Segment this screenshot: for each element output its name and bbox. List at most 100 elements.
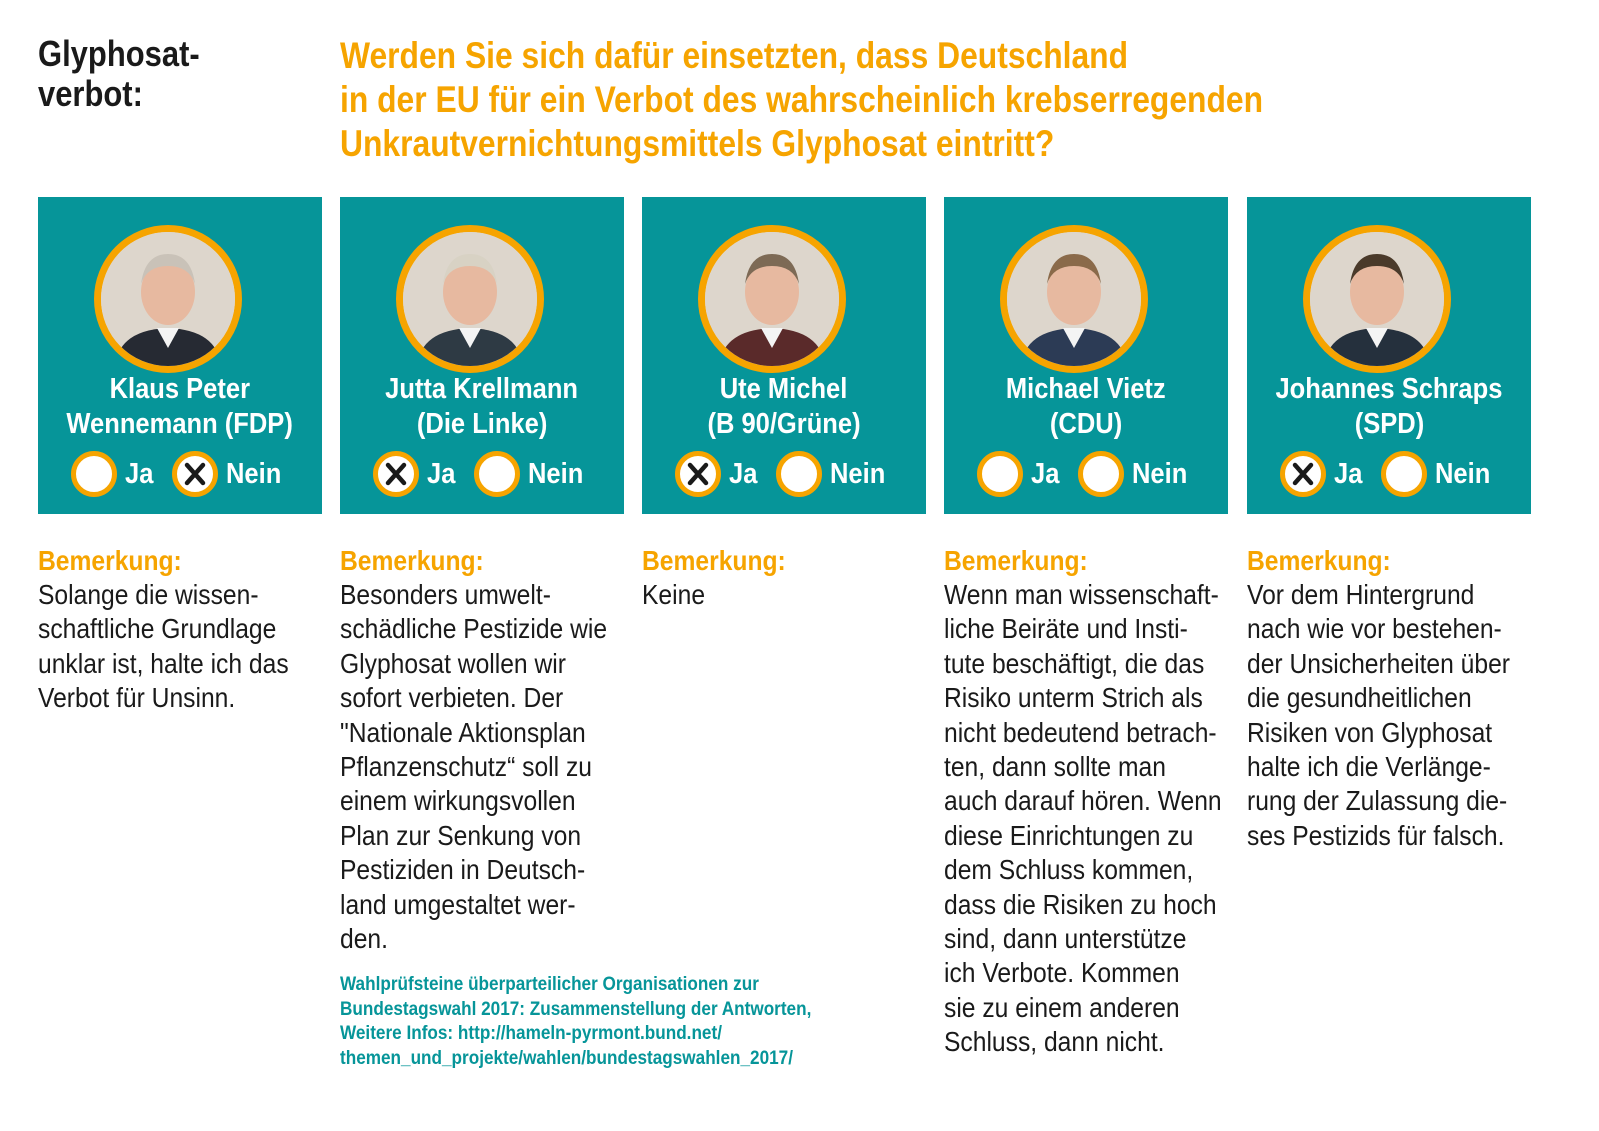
person-icon — [1310, 232, 1444, 366]
remark-label: Bemerkung: — [340, 545, 484, 576]
remark-line: Pestiziden in Deutsch- — [340, 854, 586, 886]
question-line: Unkrautvernichtungsmittels Glyphosat ein… — [340, 123, 1055, 164]
answer-no[interactable]: Nein — [1380, 451, 1498, 497]
remark-label: Bemerkung: — [944, 545, 1088, 576]
remark-line: sind, dann unterstütze — [944, 923, 1187, 955]
remark-line: ten, dann sollte man — [944, 751, 1166, 783]
remark-line: Vor dem Hintergrund — [1247, 579, 1475, 610]
answer-no[interactable]: Nein — [171, 451, 289, 497]
question-heading: Werden Sie sich dafür einsetzten, dass D… — [340, 34, 1389, 166]
candidate-name-line: Klaus Peter — [109, 373, 251, 405]
remark-line: die gesundheitlichen — [1247, 682, 1472, 714]
checkbox-no[interactable] — [171, 451, 218, 497]
candidate-name-line: (B 90/Grüne) — [707, 408, 861, 440]
candidate-name-line: (Die Linke) — [416, 408, 548, 440]
remark-text: Solange die wissen-schaftliche Grundlage… — [38, 578, 328, 716]
remark-line: der Unsicherheiten über — [1247, 647, 1510, 679]
remark-line: diese Einrichtungen zu — [944, 819, 1194, 851]
remark-line: auch darauf hören. Wenn — [944, 785, 1222, 817]
x-mark-icon — [184, 462, 205, 486]
answer-options: Ja Nein — [642, 451, 926, 497]
remark-line: Keine — [642, 579, 706, 610]
remark-line: Risiken von Glyphosat — [1247, 716, 1493, 748]
checkbox-yes[interactable] — [977, 451, 1024, 497]
remark-line: schaftliche Grundlage — [38, 613, 277, 645]
checkbox-no[interactable] — [1077, 451, 1124, 497]
answer-yes[interactable]: Ja — [71, 451, 157, 497]
remark-label: Bemerkung: — [38, 545, 182, 576]
remark-line: liche Beiräte und Insti- — [944, 613, 1188, 645]
remark-line: den. — [340, 923, 388, 955]
x-mark-icon — [688, 462, 709, 486]
remark-line: nicht bedeutend betrach- — [944, 716, 1217, 748]
remark-line: dem Schluss kommen, — [944, 854, 1194, 886]
answer-yes-label: Ja — [729, 457, 758, 490]
answer-no[interactable]: Nein — [1077, 451, 1195, 497]
remark-line: land umgestaltet wer- — [340, 888, 576, 920]
candidate-photo — [396, 225, 544, 373]
remark-line: sie zu einem anderen — [944, 991, 1180, 1023]
remark-line: nach wie vor bestehen- — [1247, 613, 1502, 645]
remark-line: Besonders umwelt- — [340, 579, 551, 610]
topic-line: Glyphosat- — [38, 33, 200, 74]
answer-yes[interactable]: Ja — [373, 451, 459, 497]
answer-options: Ja Nein — [340, 451, 624, 497]
remark-line: Schluss, dann nicht. — [944, 1026, 1165, 1058]
x-mark-icon — [386, 462, 407, 486]
candidate-name-line: Michael Vietz — [1006, 373, 1166, 405]
remark-block: Bemerkung: Vor dem Hintergrund nach wie v… — [1247, 544, 1537, 853]
remark-text: Wenn man wissenschaft-liche Beiräte und … — [944, 578, 1234, 1060]
answer-options: Ja Nein — [38, 451, 322, 497]
answer-no-label: Nein — [1131, 457, 1188, 490]
answer-no-label: Nein — [225, 457, 282, 490]
answer-no[interactable]: Nein — [775, 451, 893, 497]
candidate-name-line: Ute Michel — [720, 373, 848, 405]
checkbox-yes[interactable] — [71, 451, 118, 497]
person-icon — [705, 232, 839, 366]
question-line: in der EU für ein Verbot des wahrscheinl… — [340, 79, 1264, 120]
checkbox-no[interactable] — [473, 451, 520, 497]
source-line: Bundestagswahl 2017: Zusammenstellung de… — [340, 997, 812, 1020]
candidate-name: Michael Vietz (CDU) — [944, 372, 1228, 442]
answer-no-label: Nein — [527, 457, 584, 490]
candidate-photo — [94, 225, 242, 373]
remark-line: "Nationale Aktionsplan — [340, 716, 586, 748]
remark-line: sofort verbieten. Der — [340, 682, 564, 714]
answer-yes[interactable]: Ja — [977, 451, 1063, 497]
remark-text: Vor dem Hintergrund nach wie vor bestehen… — [1247, 578, 1537, 853]
candidate-name: Johannes Schraps (SPD) — [1247, 372, 1531, 442]
remark-block: Bemerkung: Wenn man wissenschaft-liche B… — [944, 544, 1234, 1060]
answer-no-label: Nein — [829, 457, 886, 490]
candidate-card: Ute Michel (B 90/Grüne) Ja Nein — [642, 197, 926, 514]
answer-yes[interactable]: Ja — [1280, 451, 1366, 497]
answer-yes-label: Ja — [1031, 457, 1060, 490]
candidate-name-line: Wennemann (FDP) — [66, 408, 294, 440]
candidate-card: Jutta Krellmann (Die Linke) Ja Nein — [340, 197, 624, 514]
remark-line: Risiko unterm Strich als — [944, 682, 1203, 714]
remark-label: Bemerkung: — [1247, 545, 1391, 576]
remark-line: Wenn man wissenschaft- — [944, 579, 1219, 610]
checkbox-no[interactable] — [1380, 451, 1427, 497]
checkbox-yes[interactable] — [675, 451, 722, 497]
candidate-photo — [1000, 225, 1148, 373]
remark-text: Besonders umwelt-schädliche Pestizide wi… — [340, 578, 630, 956]
checkbox-yes[interactable] — [373, 451, 420, 497]
source-line: Wahlprüfsteine überparteilicher Organisa… — [340, 973, 759, 995]
candidate-name: Klaus Peter Wennemann (FDP) — [38, 372, 322, 442]
source-note: Wahlprüfsteine überparteilicher Organisa… — [340, 972, 940, 1070]
person-icon — [1007, 232, 1141, 366]
remark-line: unklar ist, halte ich das — [38, 647, 289, 679]
checkbox-no[interactable] — [775, 451, 822, 497]
candidate-name-line: (SPD) — [1354, 408, 1424, 440]
candidate-name-line: Johannes Schraps — [1275, 373, 1503, 405]
candidate-card: Johannes Schraps (SPD) Ja Nein — [1247, 197, 1531, 514]
answer-no[interactable]: Nein — [473, 451, 591, 497]
person-icon — [101, 232, 235, 366]
checkbox-yes[interactable] — [1280, 451, 1327, 497]
remark-block: Bemerkung: Keine — [642, 544, 932, 612]
person-icon — [403, 232, 537, 366]
x-mark-icon — [1293, 462, 1314, 486]
remark-line: Solange die wissen- — [38, 579, 259, 610]
answer-yes[interactable]: Ja — [675, 451, 761, 497]
answer-options: Ja Nein — [1247, 451, 1531, 497]
